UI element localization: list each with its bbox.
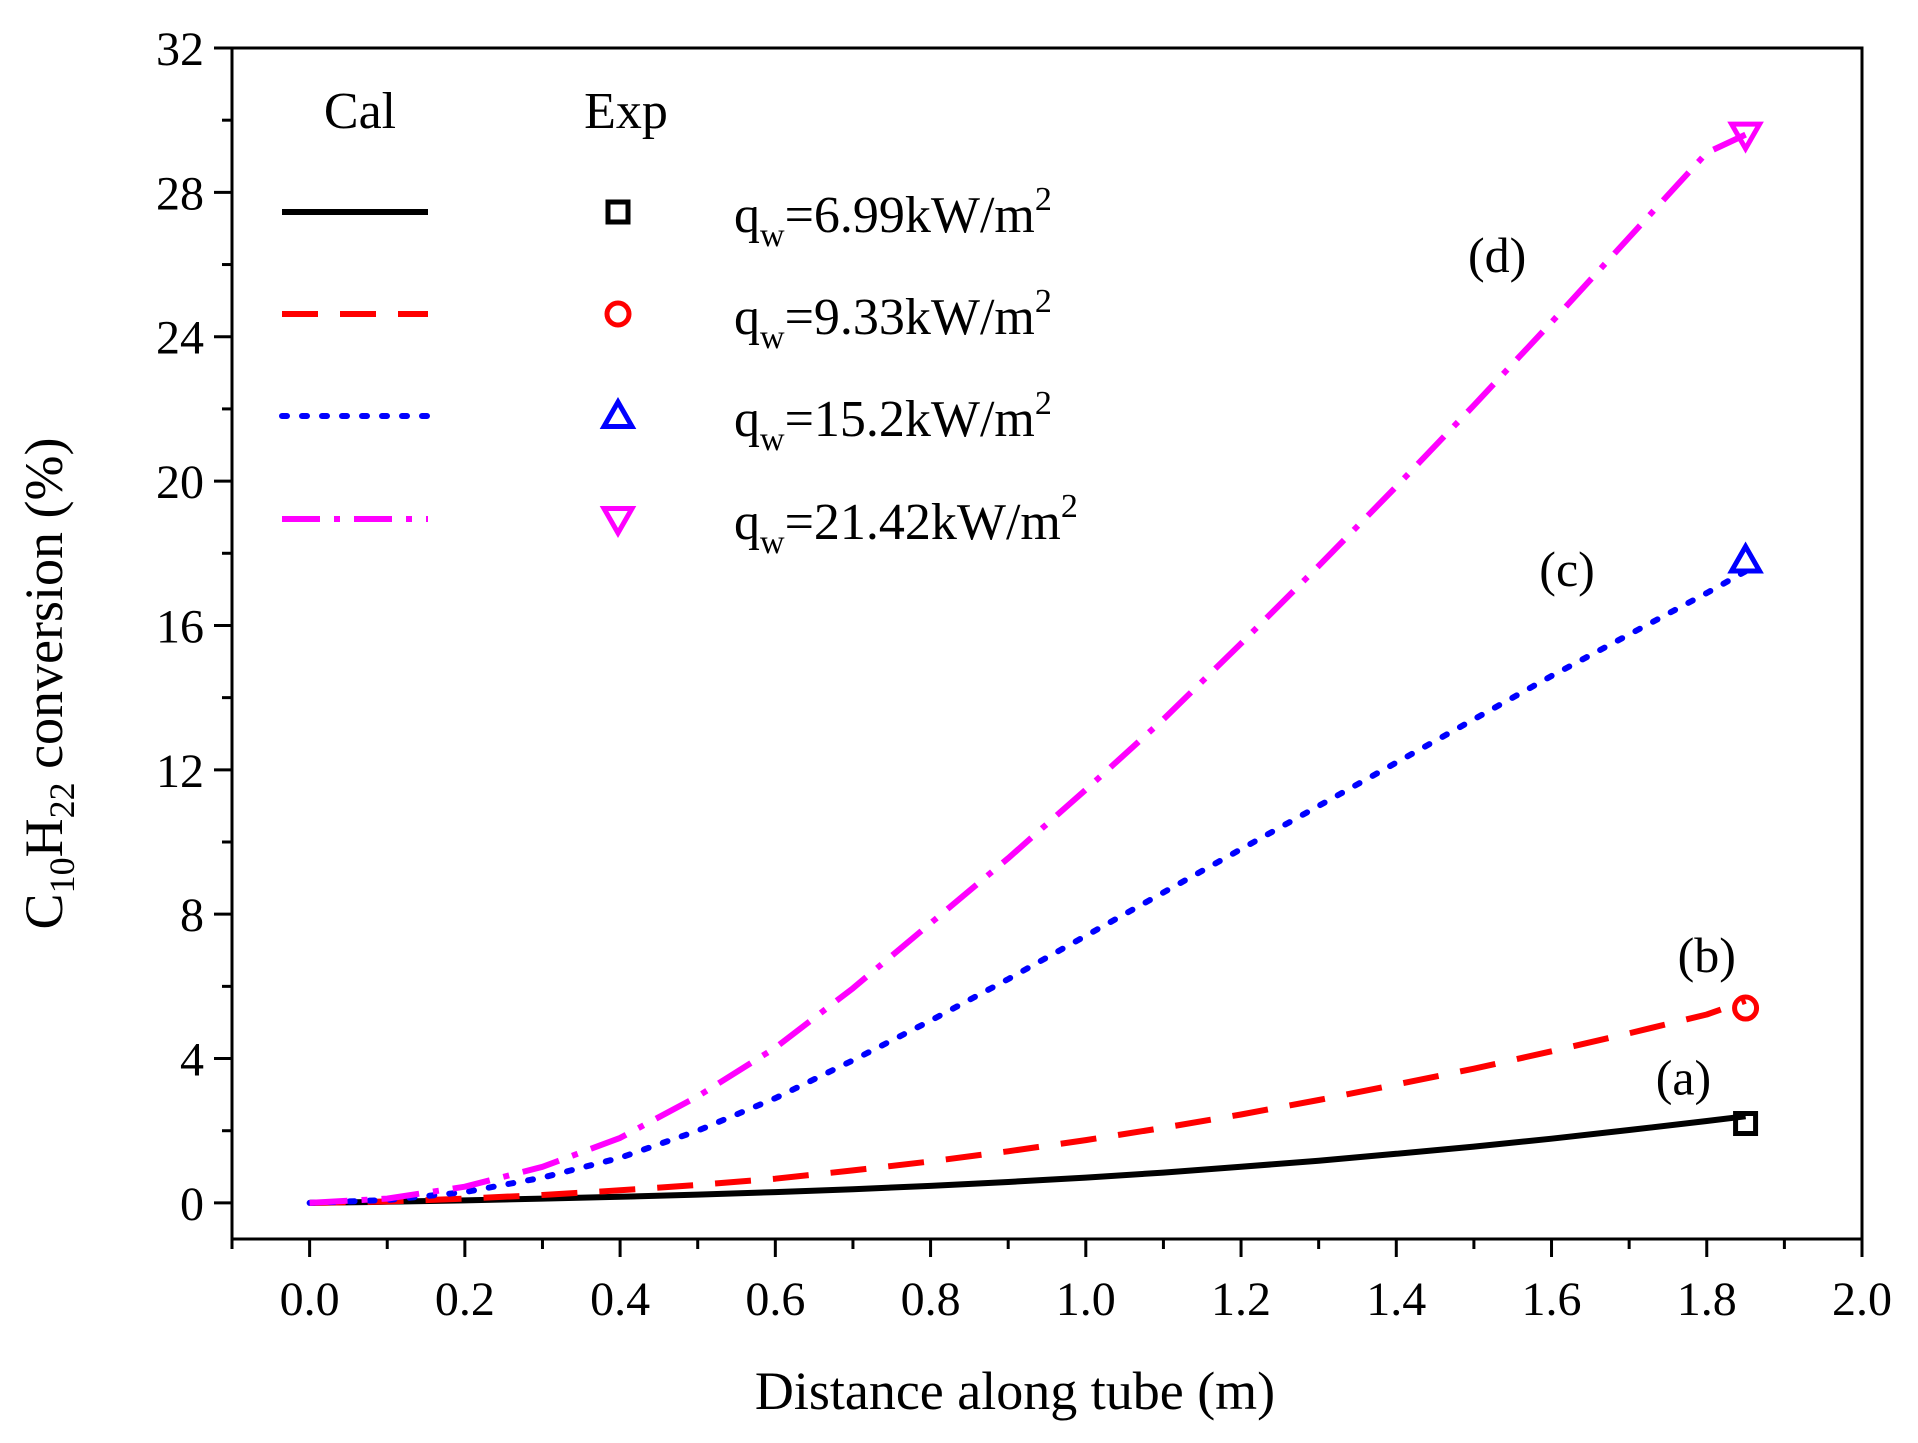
y-title-subscript: 22 [42, 782, 82, 818]
x-tick-label: 1.4 [1366, 1273, 1426, 1326]
legend-label-superscript: 2 [1035, 385, 1052, 422]
x-tick-label: 0.4 [590, 1273, 650, 1326]
axes-layer: 0.0 0.2 0.4 0.6 0.8 1.0 1.2 1.4 1.6 1.8 2.0 0 4 8 12 16… [14, 23, 1892, 1421]
legend-label-value: =15.2kW/m [785, 391, 1035, 448]
x-tick-label: 0.0 [280, 1273, 340, 1326]
y-tick-label: 0 [180, 1178, 204, 1231]
legend-label-subscript: w [760, 319, 785, 356]
exp-marker-1 [1732, 994, 1760, 1022]
legend-label-base: q [734, 187, 760, 244]
legend-label-superscript: 2 [1035, 181, 1052, 218]
legend-label-0: qw=6.99kW/m2 [734, 181, 1052, 254]
x-tick-label: 1.8 [1677, 1273, 1737, 1326]
legend-label-value: =21.42kW/m [785, 494, 1061, 551]
legend-label-base: q [734, 289, 760, 346]
legend-header-exp: Exp [584, 83, 668, 140]
legend-label-1: qw=9.33kW/m2 [734, 283, 1052, 356]
curve-label-2: (c) [1539, 541, 1595, 597]
series-line-3 [309, 131, 1747, 1206]
series-line-0 [309, 1113, 1746, 1206]
curve-labels: (a) (b) (c) (d) [1468, 227, 1736, 1106]
y-tick-label: 4 [180, 1034, 204, 1087]
y-tick-label: 16 [156, 600, 204, 653]
legend-marker-3 [599, 506, 637, 539]
exp-marker-3 [1727, 121, 1764, 154]
legend-label-value: =9.33kW/m [785, 289, 1035, 346]
exp-marker-2 [1727, 541, 1764, 574]
curve-label-1: (b) [1678, 927, 1736, 983]
legend-label-value: =6.99kW/m [785, 187, 1035, 244]
legend-label-superscript: 2 [1035, 283, 1052, 320]
legend-label-subscript: w [760, 421, 785, 458]
y-tick-label: 32 [156, 23, 204, 76]
exp-marker-0 [1733, 1111, 1759, 1137]
curve-label-3: (d) [1468, 227, 1526, 283]
legend-label-2: qw=15.2kW/m2 [734, 385, 1052, 458]
series-layer [306, 121, 1764, 1206]
legend-label-3: qw=21.42kW/m2 [734, 488, 1078, 561]
x-tick-label: 1.6 [1522, 1273, 1582, 1326]
legend: Cal Expqw=6.99kW/m2qw=9.33kW/m2qw=15.2kW/… [279, 83, 1078, 561]
x-tick-label: 0.2 [435, 1273, 495, 1326]
legend-label-base: q [734, 391, 760, 448]
plot-frame [230, 46, 1864, 1241]
x-tick-label: 1.2 [1211, 1273, 1271, 1326]
x-tick-label: 1.0 [1056, 1273, 1116, 1326]
y-tick-label: 20 [156, 456, 204, 509]
x-axis-title: Distance along tube (m) [755, 1361, 1275, 1421]
y-tick-label: 8 [180, 889, 204, 942]
legend-header-cal: Cal [324, 83, 396, 140]
y-axis-title: C10H22 conversion (%) [14, 438, 82, 930]
y-tick-label: 12 [156, 745, 204, 798]
x-tick-label: 0.8 [901, 1273, 961, 1326]
x-tick-label: 2.0 [1832, 1273, 1892, 1326]
y-title-subscript: 10 [42, 857, 82, 893]
legend-marker-0 [605, 199, 631, 225]
y-title-text: C [14, 893, 74, 929]
y-tick-label: 28 [156, 167, 204, 220]
curve-label-0: (a) [1656, 1050, 1712, 1106]
y-tick-label: 24 [156, 312, 204, 365]
legend-marker-2 [599, 396, 637, 429]
series-line-1 [309, 997, 1747, 1206]
y-title-text: H [14, 818, 74, 857]
legend-label-base: q [734, 494, 760, 551]
legend-label-superscript: 2 [1061, 488, 1078, 525]
legend-marker-1 [604, 300, 632, 328]
y-title-text: conversion (%) [14, 438, 74, 783]
legend-label-subscript: w [760, 524, 785, 561]
x-tick-label: 0.6 [745, 1273, 805, 1326]
series-line-2 [306, 568, 1749, 1206]
legend-label-subscript: w [760, 217, 785, 254]
